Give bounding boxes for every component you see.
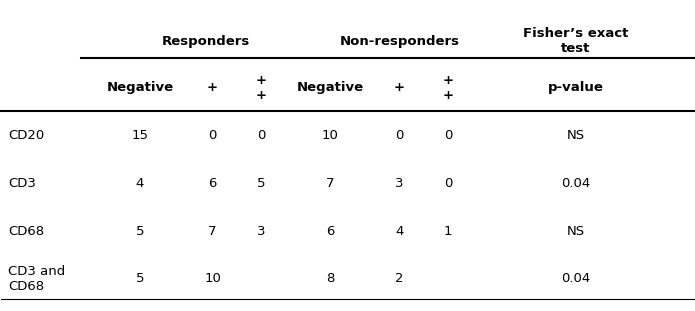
Text: CD68: CD68 [8,225,44,238]
Text: Negative: Negative [106,81,173,94]
Text: 8: 8 [326,272,334,285]
Text: p-value: p-value [548,81,604,94]
Text: 5: 5 [256,177,265,190]
Text: NS: NS [567,129,585,142]
Text: 6: 6 [326,225,334,238]
Text: CD3: CD3 [8,177,36,190]
Text: 4: 4 [395,225,404,238]
Text: 10: 10 [204,272,221,285]
Text: 0.04: 0.04 [562,272,591,285]
Text: CD20: CD20 [8,129,44,142]
Text: 0: 0 [208,129,217,142]
Text: 7: 7 [208,225,217,238]
Text: NS: NS [567,225,585,238]
Text: +
+: + + [256,74,266,102]
Text: 5: 5 [136,225,144,238]
Text: 3: 3 [395,177,404,190]
Text: 0: 0 [256,129,265,142]
Text: 0: 0 [395,129,404,142]
Text: 0: 0 [443,129,452,142]
Text: 10: 10 [322,129,338,142]
Text: 1: 1 [443,225,452,238]
Text: 6: 6 [208,177,217,190]
Text: Fisher’s exact
test: Fisher’s exact test [523,27,628,55]
Text: 4: 4 [136,177,144,190]
Text: Responders: Responders [161,35,250,48]
Text: CD3 and
CD68: CD3 and CD68 [8,265,65,293]
Text: +: + [207,81,218,94]
Text: Negative: Negative [297,81,363,94]
Text: 2: 2 [395,272,404,285]
Text: 7: 7 [326,177,334,190]
Text: Non-responders: Non-responders [339,35,459,48]
Text: 15: 15 [131,129,148,142]
Text: +: + [394,81,405,94]
Text: 0: 0 [443,177,452,190]
Text: 0.04: 0.04 [562,177,591,190]
Text: 5: 5 [136,272,144,285]
Text: 3: 3 [256,225,265,238]
Text: +
+: + + [443,74,453,102]
